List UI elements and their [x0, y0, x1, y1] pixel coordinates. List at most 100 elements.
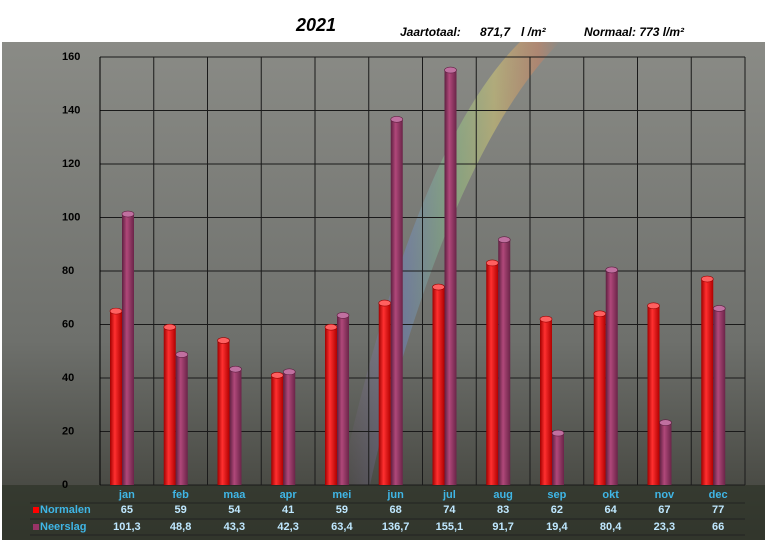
- annotation: l /m²: [521, 25, 547, 39]
- bar: [163, 327, 176, 485]
- bar-cap: [485, 259, 499, 267]
- data-label: 48,8: [170, 521, 191, 533]
- bar-cap: [647, 302, 660, 310]
- data-label: 67: [658, 504, 670, 516]
- bar-cap: [163, 323, 177, 331]
- y-tick-label: 160: [62, 51, 80, 63]
- bar-cap: [432, 283, 445, 291]
- bar-cap: [444, 66, 457, 74]
- x-tick-label: maa: [223, 489, 246, 501]
- bar-cap: [497, 236, 511, 244]
- bar-cap: [121, 210, 135, 218]
- data-label: 83: [497, 504, 509, 516]
- bar-cap: [593, 310, 607, 318]
- x-tick-label: aug: [493, 489, 513, 501]
- annotation: Jaartotaal:: [400, 25, 461, 39]
- data-label: 91,7: [492, 521, 513, 533]
- bar: [390, 119, 403, 485]
- data-label: 65: [121, 504, 133, 516]
- y-tick-label: 0: [62, 479, 68, 491]
- y-tick-label: 60: [62, 318, 74, 330]
- bar-cap: [551, 429, 565, 437]
- bar-cap: [390, 116, 404, 123]
- bar: [110, 311, 122, 485]
- bar: [175, 354, 188, 485]
- bar: [713, 308, 726, 485]
- data-label: 80,4: [600, 521, 622, 533]
- y-tick-label: 140: [62, 104, 80, 116]
- bar: [605, 269, 618, 485]
- bar: [701, 279, 714, 485]
- bar: [122, 214, 134, 485]
- bar: [593, 313, 606, 485]
- data-label: 101,3: [113, 521, 141, 533]
- bar-cap: [282, 368, 296, 376]
- data-label: 54: [228, 504, 241, 516]
- bar-cap: [270, 372, 284, 379]
- y-tick-label: 120: [62, 158, 80, 170]
- bar: [498, 239, 511, 485]
- x-tick-label: nov: [655, 489, 675, 501]
- bar: [552, 433, 564, 485]
- bar: [217, 340, 230, 485]
- x-tick-label: feb: [172, 489, 189, 501]
- chart-title: 2021: [295, 15, 336, 35]
- bar-cap: [336, 312, 350, 319]
- data-label: 41: [282, 504, 294, 516]
- legend-label: Neerslag: [40, 521, 86, 533]
- data-label: 63,4: [331, 521, 353, 533]
- data-label: 62: [551, 504, 563, 516]
- x-tick-label: jul: [442, 489, 456, 501]
- x-tick-label: okt: [602, 489, 619, 501]
- data-label: 68: [390, 504, 402, 516]
- bar-cap: [109, 307, 123, 315]
- bar: [647, 305, 660, 485]
- data-label: 42,3: [277, 521, 298, 533]
- bar: [325, 327, 337, 485]
- bar-cap: [605, 266, 619, 274]
- y-tick-label: 40: [62, 372, 74, 384]
- bar: [540, 319, 552, 485]
- data-label: 66: [712, 521, 724, 533]
- bar: [337, 315, 349, 485]
- bar-cap: [539, 315, 553, 323]
- bar-cap: [229, 365, 242, 373]
- bar: [444, 70, 457, 486]
- y-tick-label: 80: [62, 265, 74, 277]
- legend-swatch: [33, 507, 39, 513]
- x-tick-label: apr: [280, 489, 298, 501]
- data-label: 155,1: [436, 521, 464, 533]
- bar: [378, 303, 391, 485]
- data-label: 23,3: [654, 521, 675, 533]
- annotation: Normaal: 773 l/m²: [584, 25, 685, 39]
- bar-cap: [175, 351, 189, 358]
- bar: [432, 287, 445, 485]
- bar-cap: [712, 305, 726, 312]
- bar-cap: [700, 275, 714, 283]
- x-tick-label: jan: [118, 489, 135, 501]
- y-tick-label: 20: [62, 425, 74, 437]
- bar-cap: [324, 323, 338, 331]
- x-tick-label: jun: [386, 489, 404, 501]
- bar-cap: [217, 337, 230, 344]
- bar-cap: [659, 419, 672, 426]
- x-tick-label: mei: [332, 489, 351, 501]
- bar: [486, 262, 499, 485]
- bar-cap: [378, 299, 392, 307]
- data-label: 64: [605, 504, 618, 516]
- x-tick-label: sep: [547, 489, 566, 501]
- data-label: 43,3: [224, 521, 245, 533]
- bar: [271, 375, 284, 485]
- data-label: 74: [443, 504, 456, 516]
- data-label: 77: [712, 504, 724, 516]
- bar: [283, 371, 296, 485]
- legend-label: Normalen: [40, 504, 91, 516]
- annotation: 871,7: [480, 25, 511, 39]
- x-tick-label: dec: [709, 489, 728, 501]
- legend-swatch: [33, 524, 39, 530]
- y-tick-label: 100: [62, 211, 80, 223]
- data-label: 59: [336, 504, 348, 516]
- table-background: [2, 485, 765, 540]
- data-label: 136,7: [382, 521, 410, 533]
